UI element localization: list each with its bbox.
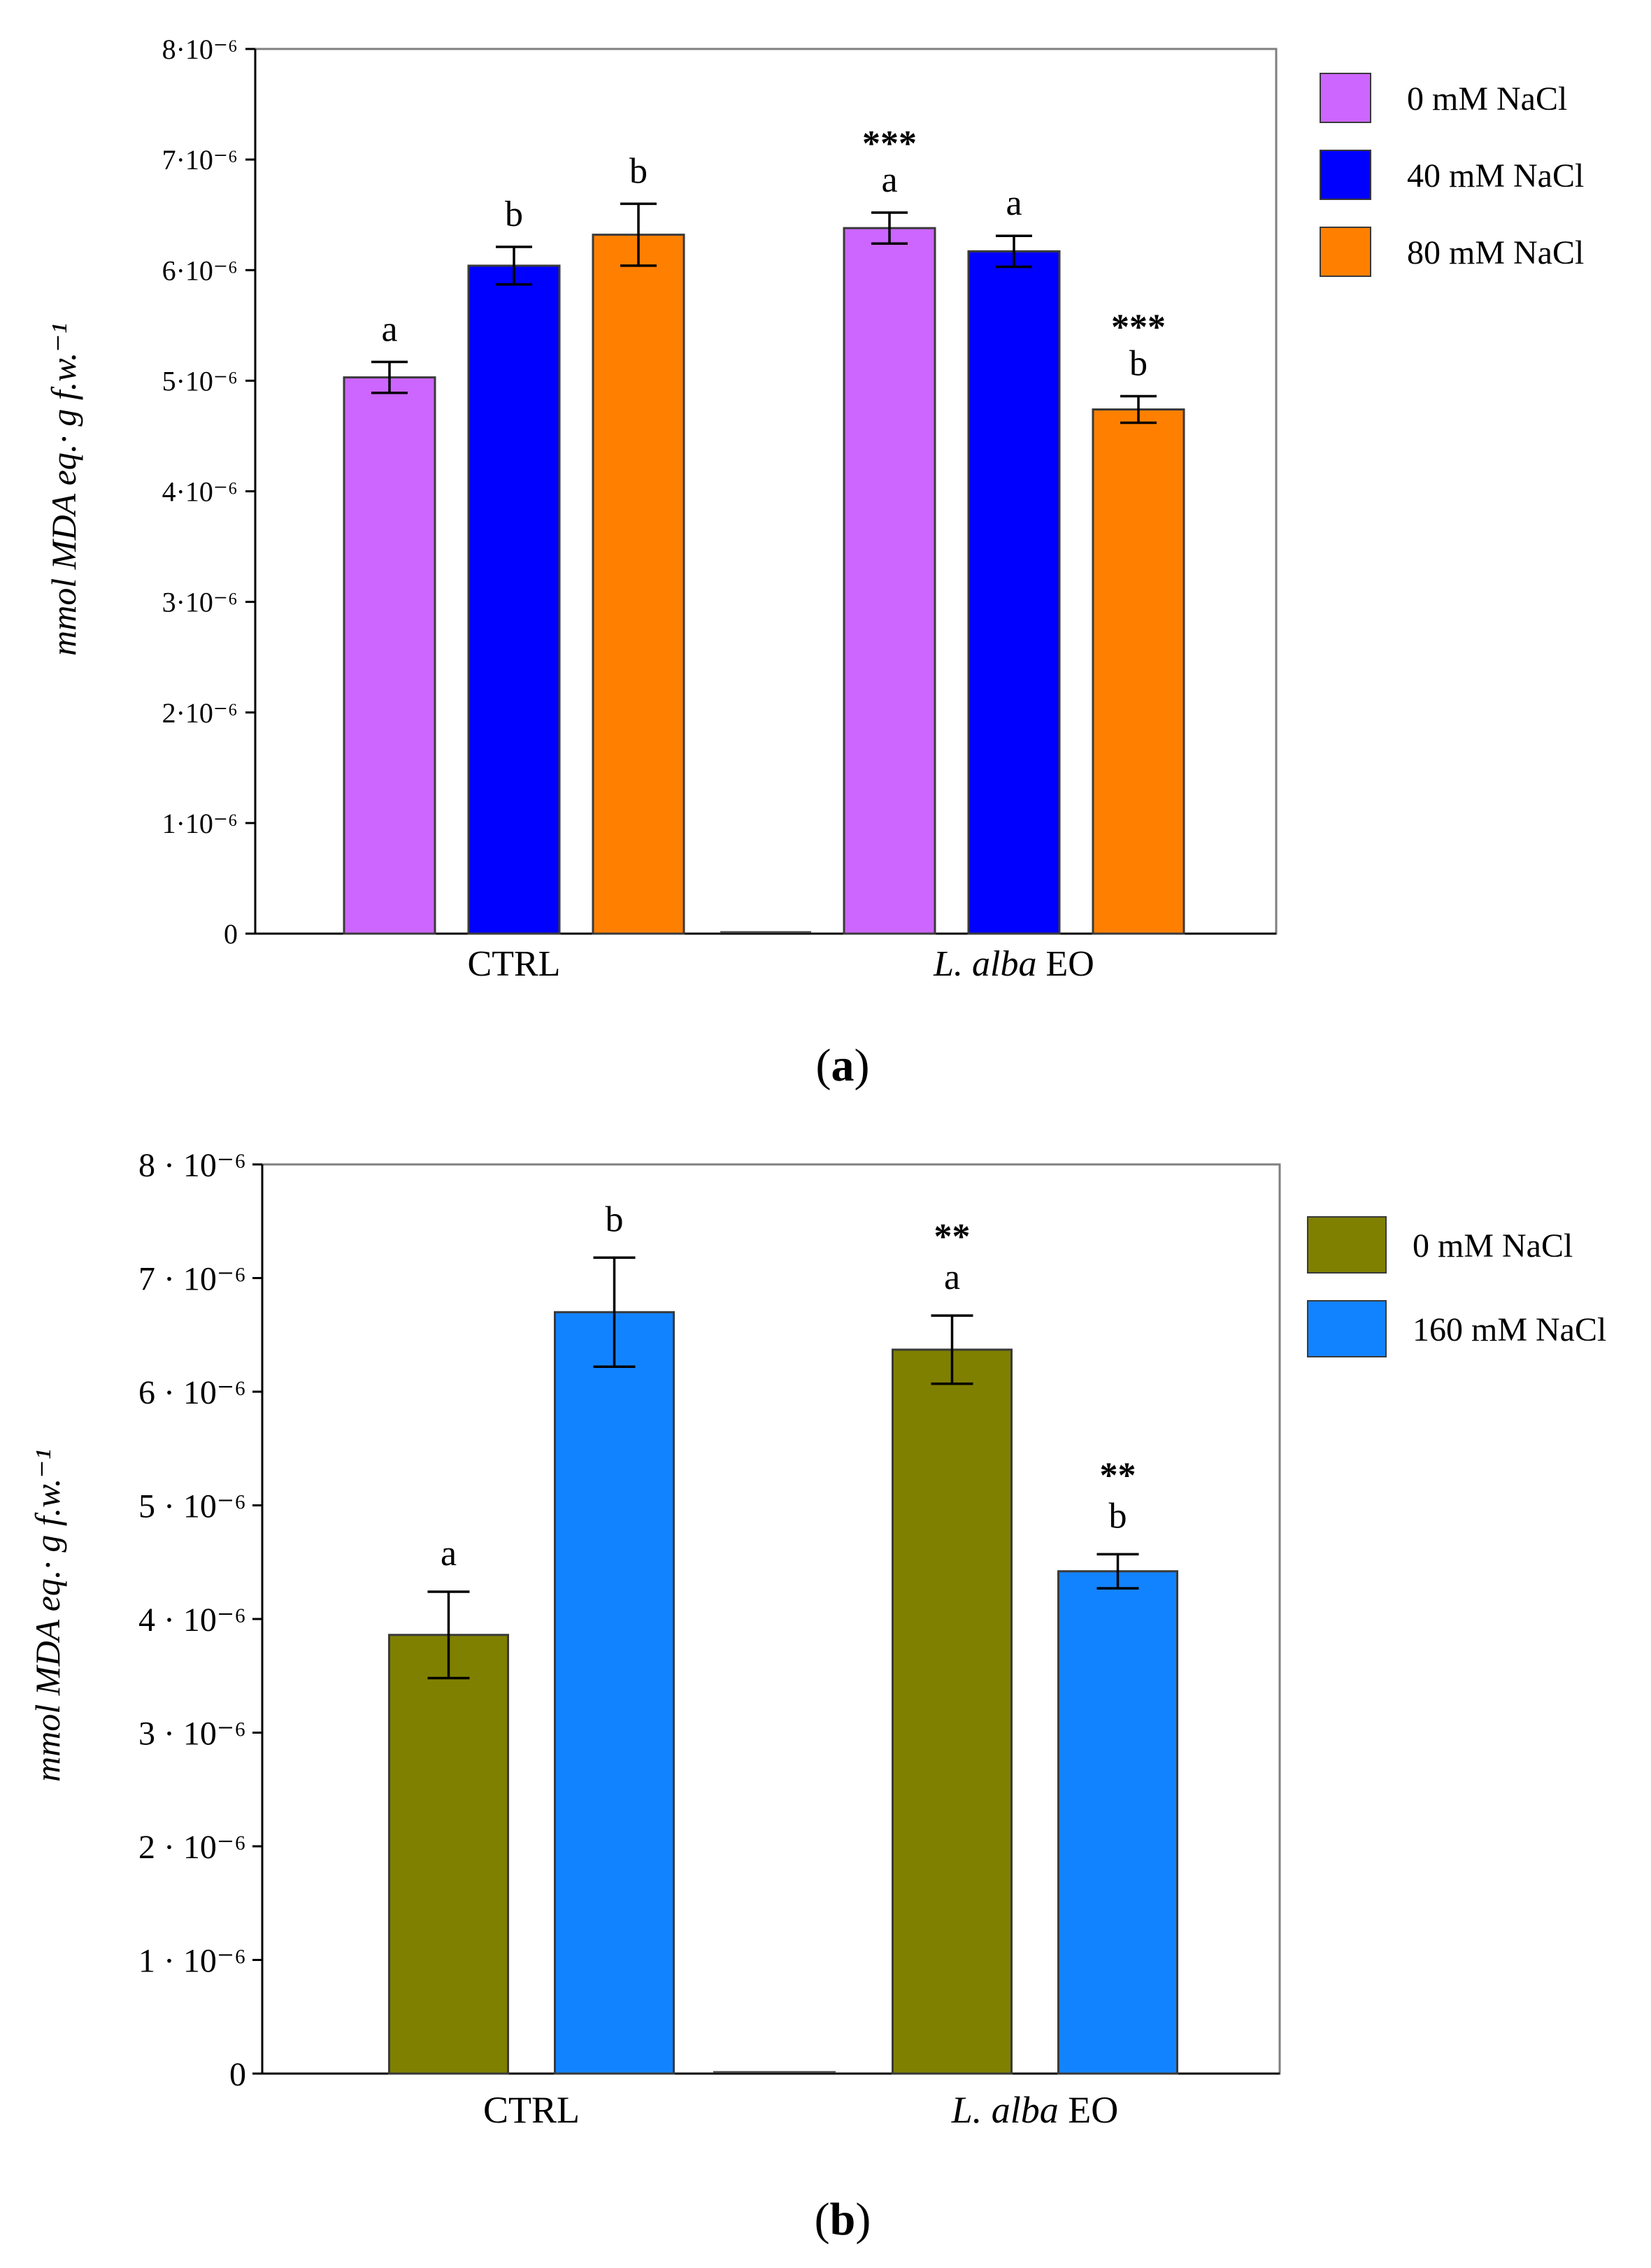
significance-letter: b [606, 1199, 624, 1239]
y-tick-label: 5·10⁻⁶ [162, 365, 238, 397]
legend-label: 40 mM NaCl [1407, 157, 1584, 194]
legend-swatch [1320, 227, 1371, 277]
y-tick-label: 4·10⁻⁶ [162, 476, 238, 508]
significance-letter: a [944, 1257, 960, 1297]
y-tick-label: 1·10⁻⁶ [162, 808, 238, 839]
y-tick-label: 2·10⁻⁶ [162, 697, 238, 729]
bar [1057, 1570, 1178, 2075]
chart-panel-1: 0 1·10⁻⁶ 2·10⁻⁶ 3·10⁻⁶ 4·10⁻⁶ 5·10⁻⁶ 6·10⁻⁶ 7·1… [44, 34, 1584, 1091]
bar [554, 1311, 675, 2075]
y-tick-label: 4 · 10⁻⁶ [138, 1602, 246, 1639]
bar [388, 1634, 509, 2075]
x-category-label: L. alba EO [933, 944, 1094, 984]
panel-label: (b) [815, 2194, 871, 2245]
y-tick-label: 3 · 10⁻⁶ [138, 1715, 246, 1752]
panel-label-part: ) [855, 2194, 871, 2245]
bar [843, 227, 936, 935]
y-tick-label: 5 · 10⁻⁶ [138, 1488, 246, 1525]
legend-label: 0 mM NaCl [1413, 1227, 1573, 1264]
panel-label-part: ( [815, 2194, 830, 2245]
bar [467, 264, 561, 935]
panel-label: (a) [816, 1040, 870, 1091]
y-axis-label: mmol MDA eq.· g f.w.⁻¹ [44, 323, 83, 656]
panel-label-part: ) [855, 1040, 870, 1091]
bar [967, 250, 1061, 935]
legend-swatch [1320, 150, 1371, 200]
y-tick-label: 7 · 10⁻⁶ [138, 1260, 246, 1297]
x-category-label: CTRL [483, 2089, 580, 2131]
x-category-label: L. alba EO [951, 2089, 1119, 2131]
y-tick-label: 2 · 10⁻⁶ [138, 1829, 246, 1866]
panel-label-part: b [830, 2194, 856, 2245]
x-category-label-italic: L. alba [933, 944, 1036, 984]
chart-panel-2: 0 1 · 10⁻⁶ 2 · 10⁻⁶ 3 · 10⁻⁶ 4 · 10⁻⁶ 5 · 10⁻… [28, 1147, 1606, 2245]
bar [343, 376, 436, 935]
significance-letter: b [1129, 344, 1148, 384]
y-tick-label: 8·10⁻⁶ [162, 34, 238, 65]
y-tick-label: 6 · 10⁻⁶ [138, 1374, 246, 1411]
legend-label: 160 mM NaCl [1413, 1311, 1606, 1348]
significance-stars: ** [934, 1217, 971, 1257]
y-axis-label: mmol MDA eq.· g f.w.⁻¹ [28, 1449, 67, 1782]
significance-letter: b [1109, 1496, 1127, 1536]
x-category-label-rest: EO [1037, 944, 1094, 984]
y-tick-label: 3·10⁻⁶ [162, 587, 238, 618]
legend-swatch [1307, 1300, 1387, 1357]
y-tick-label: 1 · 10⁻⁶ [138, 1942, 246, 1979]
bar [1092, 408, 1185, 935]
significance-stars: *** [1111, 308, 1166, 348]
significance-stars: *** [862, 124, 917, 164]
y-tick-label: 7·10⁻⁶ [162, 144, 238, 176]
y-tick-label: 6·10⁻⁶ [162, 255, 238, 286]
significance-letter: a [381, 309, 397, 349]
significance-letter: b [629, 151, 648, 191]
bar [592, 234, 685, 935]
x-category-label-rest: EO [1059, 2089, 1118, 2131]
legend-label: 0 mM NaCl [1407, 80, 1567, 117]
panel-label-part: ( [816, 1040, 831, 1091]
y-tick-label: 0 [229, 2056, 246, 2093]
y-tick-label: 8 · 10⁻⁶ [138, 1147, 246, 1184]
legend-swatch [1320, 73, 1371, 123]
significance-letter: b [505, 194, 523, 234]
significance-stars: ** [1100, 1455, 1136, 1495]
significance-letter: a [881, 160, 897, 200]
y-tick-label: 0 [224, 918, 238, 950]
legend-swatch [1307, 1216, 1387, 1274]
significance-letter: a [441, 1534, 457, 1574]
x-category-label-italic: L. alba [951, 2089, 1059, 2131]
legend-label: 80 mM NaCl [1407, 234, 1584, 271]
significance-letter: a [1006, 183, 1022, 223]
x-category-label: CTRL [468, 944, 561, 984]
bar [892, 1348, 1013, 2075]
panel-label-part: a [831, 1040, 855, 1091]
